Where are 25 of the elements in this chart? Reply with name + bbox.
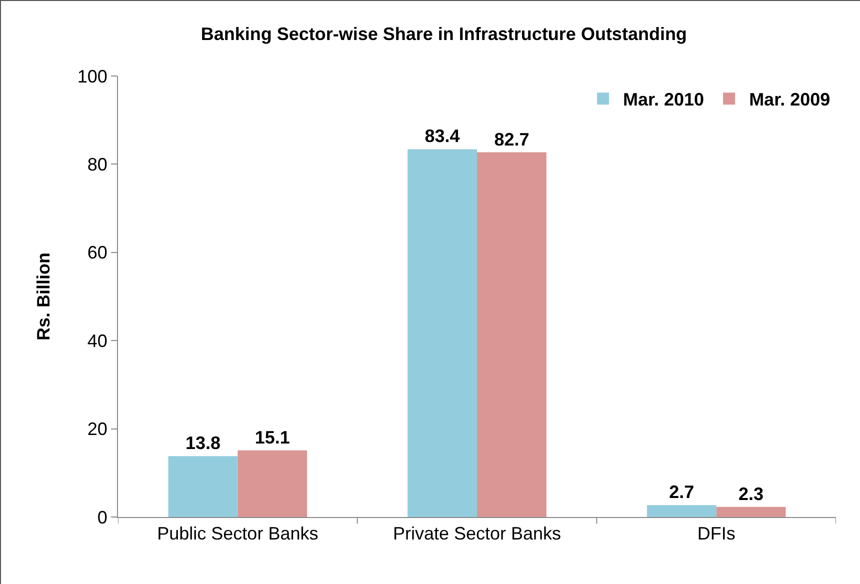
data-label: 15.1 <box>254 427 290 448</box>
bar <box>168 456 238 517</box>
y-tick-label: 80 <box>87 154 108 174</box>
bar <box>238 450 308 517</box>
x-tick-label: Private Sector Banks <box>392 524 562 544</box>
legend-label: Mar. 2009 <box>749 90 830 110</box>
legend-label: Mar. 2010 <box>623 90 704 110</box>
chart-title: Banking Sector-wise Share in Infrastructure Outstanding <box>200 24 687 44</box>
bar <box>408 149 477 517</box>
data-label: 2.7 <box>669 482 694 502</box>
bar <box>477 152 546 517</box>
y-tick-label: 100 <box>77 66 108 86</box>
data-label: 2.3 <box>738 484 764 504</box>
y-tick-label: 0 <box>97 507 108 528</box>
data-label: 13.8 <box>185 433 220 454</box>
bar <box>716 506 786 517</box>
bar <box>646 505 716 517</box>
y-tick-label: 40 <box>87 330 108 351</box>
data-label: 83.4 <box>424 126 460 146</box>
y-tick-label: 60 <box>87 242 108 263</box>
x-tick-label: DFIs <box>697 524 736 544</box>
data-label: 82.7 <box>494 129 530 150</box>
y-tick-label: 20 <box>87 419 108 440</box>
x-tick-label: Public Sector Banks <box>157 524 318 544</box>
y-axis-title: Rs. Billion <box>34 252 54 341</box>
